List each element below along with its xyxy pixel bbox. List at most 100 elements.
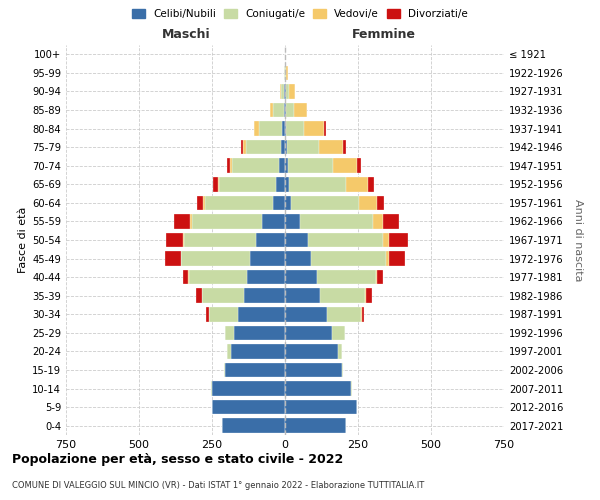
- Bar: [285, 252, 311, 266]
- Bar: [286, 122, 304, 136]
- Bar: [274, 103, 284, 117]
- Bar: [285, 233, 308, 247]
- Bar: [232, 158, 279, 173]
- Bar: [285, 288, 320, 303]
- Bar: [205, 196, 274, 210]
- Bar: [377, 196, 384, 210]
- Bar: [365, 288, 366, 303]
- Bar: [222, 418, 285, 433]
- Bar: [244, 288, 285, 303]
- Bar: [328, 307, 361, 322]
- Bar: [285, 177, 289, 192]
- Bar: [285, 326, 332, 340]
- Text: Maschi: Maschi: [162, 28, 211, 42]
- Legend: Celibi/Nubili, Coniugati/e, Vedovi/e, Divorziati/e: Celibi/Nubili, Coniugati/e, Vedovi/e, Di…: [128, 5, 472, 24]
- Bar: [383, 233, 389, 247]
- Bar: [254, 122, 259, 136]
- Bar: [282, 122, 285, 136]
- Bar: [206, 307, 209, 322]
- Bar: [350, 382, 352, 396]
- Bar: [190, 214, 191, 228]
- Bar: [181, 252, 250, 266]
- Bar: [220, 177, 276, 192]
- Bar: [202, 288, 244, 303]
- Bar: [213, 177, 218, 192]
- Bar: [285, 140, 287, 154]
- Bar: [368, 177, 374, 192]
- Bar: [211, 382, 212, 396]
- Bar: [376, 270, 377, 284]
- Bar: [183, 233, 184, 247]
- Bar: [262, 214, 285, 228]
- Bar: [346, 177, 368, 192]
- Bar: [308, 233, 383, 247]
- Bar: [319, 140, 343, 154]
- Bar: [356, 158, 361, 173]
- Bar: [285, 84, 286, 98]
- Bar: [274, 196, 285, 210]
- Bar: [299, 214, 373, 228]
- Bar: [234, 326, 285, 340]
- Bar: [342, 363, 343, 377]
- Bar: [284, 103, 285, 117]
- Y-axis label: Fasce di età: Fasce di età: [18, 207, 28, 273]
- Bar: [386, 252, 389, 266]
- Bar: [230, 158, 232, 173]
- Bar: [286, 103, 294, 117]
- Bar: [197, 196, 203, 210]
- Bar: [285, 196, 291, 210]
- Bar: [389, 233, 407, 247]
- Bar: [259, 122, 282, 136]
- Text: Femmine: Femmine: [352, 28, 416, 42]
- Bar: [317, 270, 376, 284]
- Bar: [289, 177, 346, 192]
- Bar: [225, 326, 234, 340]
- Bar: [362, 307, 364, 322]
- Bar: [359, 196, 377, 210]
- Bar: [281, 84, 284, 98]
- Bar: [325, 122, 326, 136]
- Bar: [250, 252, 285, 266]
- Bar: [287, 140, 319, 154]
- Bar: [366, 288, 372, 303]
- Bar: [242, 140, 245, 154]
- Bar: [311, 252, 386, 266]
- Bar: [377, 270, 383, 284]
- Bar: [279, 158, 285, 173]
- Bar: [285, 382, 350, 396]
- Bar: [389, 252, 405, 266]
- Bar: [285, 344, 338, 358]
- Bar: [164, 252, 181, 266]
- Bar: [280, 84, 281, 98]
- Bar: [285, 214, 299, 228]
- Bar: [276, 177, 285, 192]
- Bar: [191, 214, 262, 228]
- Bar: [245, 140, 281, 154]
- Bar: [212, 382, 285, 396]
- Bar: [338, 344, 342, 358]
- Text: Popolazione per età, sesso e stato civile - 2022: Popolazione per età, sesso e stato civil…: [12, 452, 343, 466]
- Bar: [285, 122, 286, 136]
- Bar: [343, 140, 346, 154]
- Bar: [212, 400, 285, 414]
- Bar: [218, 177, 220, 192]
- Bar: [209, 307, 238, 322]
- Bar: [286, 84, 289, 98]
- Bar: [184, 233, 256, 247]
- Bar: [320, 288, 365, 303]
- Bar: [286, 66, 287, 80]
- Bar: [196, 288, 202, 303]
- Bar: [285, 307, 328, 322]
- Bar: [285, 418, 346, 433]
- Bar: [289, 84, 295, 98]
- Bar: [333, 158, 356, 173]
- Bar: [288, 158, 333, 173]
- Bar: [224, 363, 225, 377]
- Bar: [241, 140, 242, 154]
- Bar: [227, 344, 231, 358]
- Bar: [231, 344, 285, 358]
- Bar: [285, 400, 356, 414]
- Bar: [291, 196, 359, 210]
- Bar: [294, 103, 307, 117]
- Bar: [304, 122, 325, 136]
